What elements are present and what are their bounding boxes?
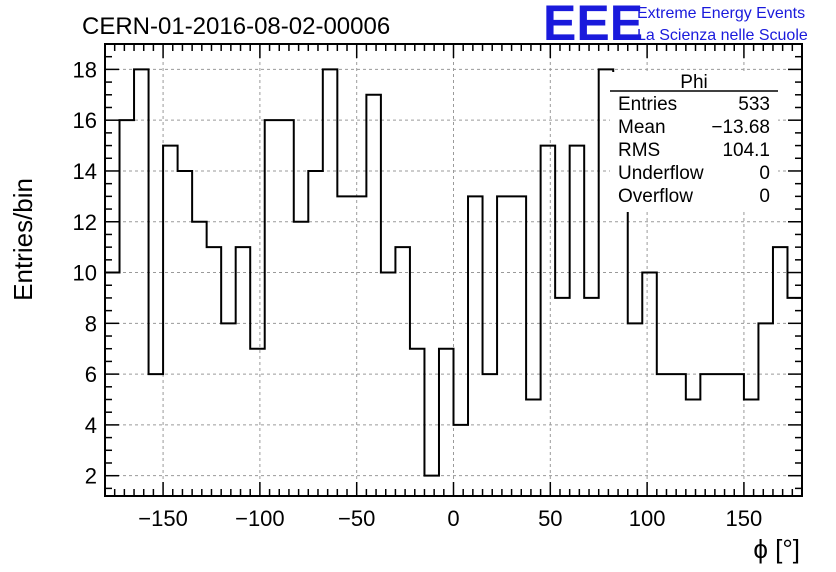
stats-box: Phi Entries 533 Mean −13.68 RMS 104.1 Underflo… <box>610 72 778 212</box>
stats-label: Underflow <box>618 163 704 184</box>
x-tick-label: 0 <box>447 506 459 531</box>
stats-value: 0 <box>759 186 770 207</box>
x-tick-label: 100 <box>629 506 666 531</box>
x-tick-label: −50 <box>338 506 375 531</box>
y-tick-label: 18 <box>73 57 97 82</box>
chart-title: CERN-01-2016-08-02-00006 <box>82 13 390 40</box>
y-tick-label: 16 <box>73 108 97 133</box>
y-tick-label: 12 <box>73 210 97 235</box>
stats-value: 0 <box>759 163 770 184</box>
x-tick-label: −100 <box>235 506 285 531</box>
x-axis-label: ϕ [°] <box>753 534 800 564</box>
y-tick-label: 10 <box>73 261 97 286</box>
stats-title: Phi <box>680 72 707 93</box>
y-tick-label: 6 <box>85 362 97 387</box>
y-tick-label: 8 <box>85 311 97 336</box>
y-tick-label: 14 <box>73 159 97 184</box>
stats-label: RMS <box>618 140 660 161</box>
stats-label: Mean <box>618 117 666 138</box>
logo-line-2: La Scienza nelle Scuole <box>637 27 808 44</box>
y-tick-label: 4 <box>85 413 97 438</box>
stats-label: Entries <box>618 94 677 115</box>
stats-value: 104.1 <box>722 140 770 161</box>
eee-logo: EEE <box>543 0 643 51</box>
y-axis: 2 4 6 8 10 12 14 16 18 <box>73 55 802 490</box>
x-tick-label: 150 <box>726 506 763 531</box>
y-axis-label: Entries/bin <box>8 178 38 301</box>
x-tick-label: −150 <box>138 506 188 531</box>
logo-line-1: Extreme Energy Events <box>637 5 805 22</box>
y-tick-label: 2 <box>85 464 97 489</box>
histogram-line <box>105 68 803 477</box>
stats-label: Overflow <box>618 186 693 207</box>
x-axis: −150 −100 −50 0 50 100 150 <box>113 44 794 531</box>
stats-value: 533 <box>738 94 770 115</box>
x-tick-label: 50 <box>538 506 562 531</box>
stats-value: −13.68 <box>711 117 770 138</box>
